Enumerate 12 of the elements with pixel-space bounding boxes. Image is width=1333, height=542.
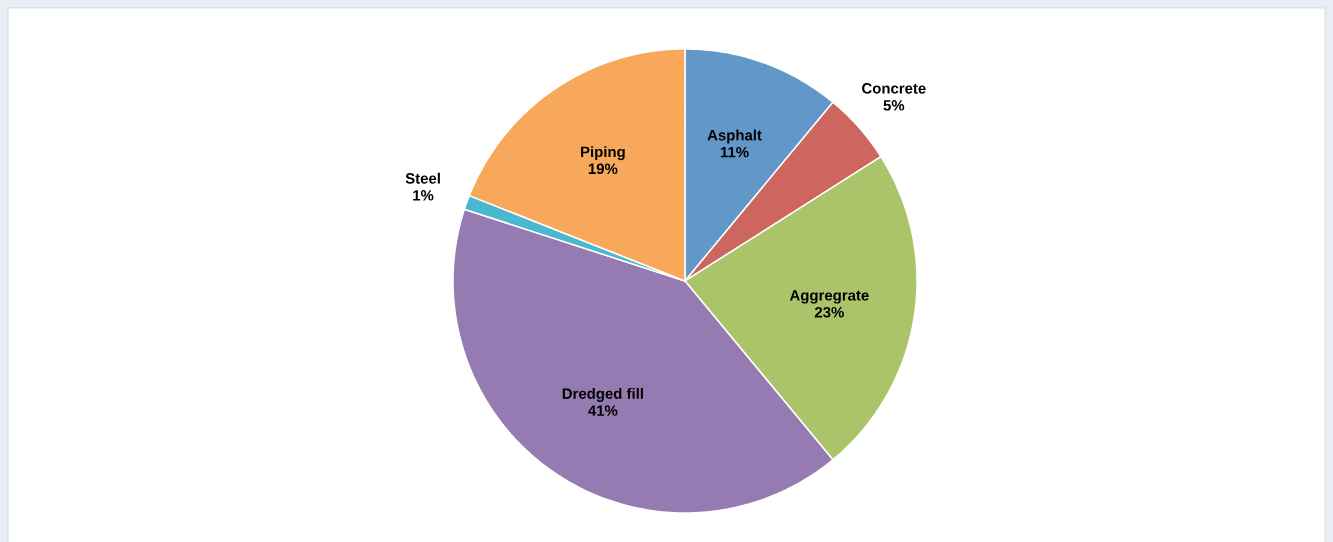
data-label: 23%: [814, 306, 844, 318]
data-label: 19%: [588, 163, 618, 174]
data-label: 41%: [588, 405, 618, 416]
slice-label: Dredged fill: [562, 387, 643, 402]
slice-label: Aggregrate: [789, 290, 869, 304]
data-label: 1%: [413, 190, 434, 201]
data-label: 11%: [720, 146, 749, 158]
slice-label: Steel: [405, 172, 440, 184]
slice-label: Asphalt: [707, 129, 762, 144]
slice-label: Piping: [581, 146, 625, 161]
data-label: 5%: [883, 99, 905, 111]
slice-label: Concrete: [862, 83, 926, 94]
